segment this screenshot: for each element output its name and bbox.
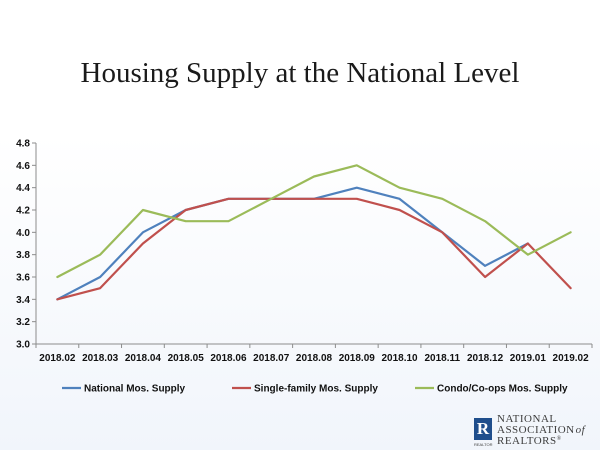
realtor-r-block-icon <box>474 418 492 440</box>
x-tick-label: 2018.07 <box>253 353 290 364</box>
x-tick-label: 2018.03 <box>82 353 119 364</box>
legend-label-1: Single-family Mos. Supply <box>254 384 378 395</box>
series-line-1 <box>56 197 572 301</box>
x-tick-label: 2018.05 <box>168 353 205 364</box>
x-tick-label: 2019.02 <box>553 353 590 364</box>
chart-title: Housing Supply at the National Level <box>81 57 520 89</box>
legend-label-2: Condo/Co-ops Mos. Supply <box>437 384 568 395</box>
logo-line-national: NATIONAL <box>497 413 557 425</box>
x-tick-label: 2019.01 <box>510 353 547 364</box>
x-tick-label: 2018.12 <box>467 353 504 364</box>
legend: National Mos. Supply Single-family Mos. S… <box>62 384 568 395</box>
series-lines <box>56 164 572 301</box>
y-tick-label: 3.4 <box>16 295 30 306</box>
x-tick-label: 2018.02 <box>39 353 76 364</box>
x-axis: 2018.02 2018.03 2018.04 2018.05 2018.06 2018.… <box>35 343 593 364</box>
y-tick-label: 4.8 <box>16 139 30 150</box>
x-tick-label: 2018.08 <box>296 353 333 364</box>
y-tick-label: 4.6 <box>16 161 30 172</box>
legend-label-0: National Mos. Supply <box>84 384 186 395</box>
y-tick-label: 3.8 <box>16 250 30 261</box>
logo-line-association: ASSOCIATIONof <box>497 424 587 436</box>
logo-mark-caption: REALTOR <box>474 442 493 447</box>
series-line-0 <box>56 186 529 301</box>
logo-line-realtors: REALTORS® <box>497 435 562 447</box>
series-line-2 <box>56 164 572 279</box>
y-tick-label: 4.4 <box>16 183 30 194</box>
x-tick-label: 2018.04 <box>125 353 162 364</box>
x-tick-label: 2018.10 <box>381 353 418 364</box>
nar-logo: R REALTOR NATIONAL ASSOCIATIONof REALTOR… <box>474 413 587 447</box>
x-tick-label: 2018.11 <box>425 353 461 364</box>
y-tick-label: 3.0 <box>16 340 30 351</box>
logo-mark-letter: R <box>477 419 490 438</box>
x-tick-label: 2018.09 <box>339 353 376 364</box>
y-tick-label: 4.0 <box>16 228 30 239</box>
y-axis: 3.0 3.2 3.4 3.6 3.8 4.0 4.2 4.4 4.6 4.8 <box>16 139 37 351</box>
y-tick-label: 4.2 <box>16 206 30 217</box>
y-tick-label: 3.2 <box>16 317 30 328</box>
y-tick-label: 3.6 <box>16 273 30 284</box>
x-tick-label: 2018.06 <box>210 353 247 364</box>
